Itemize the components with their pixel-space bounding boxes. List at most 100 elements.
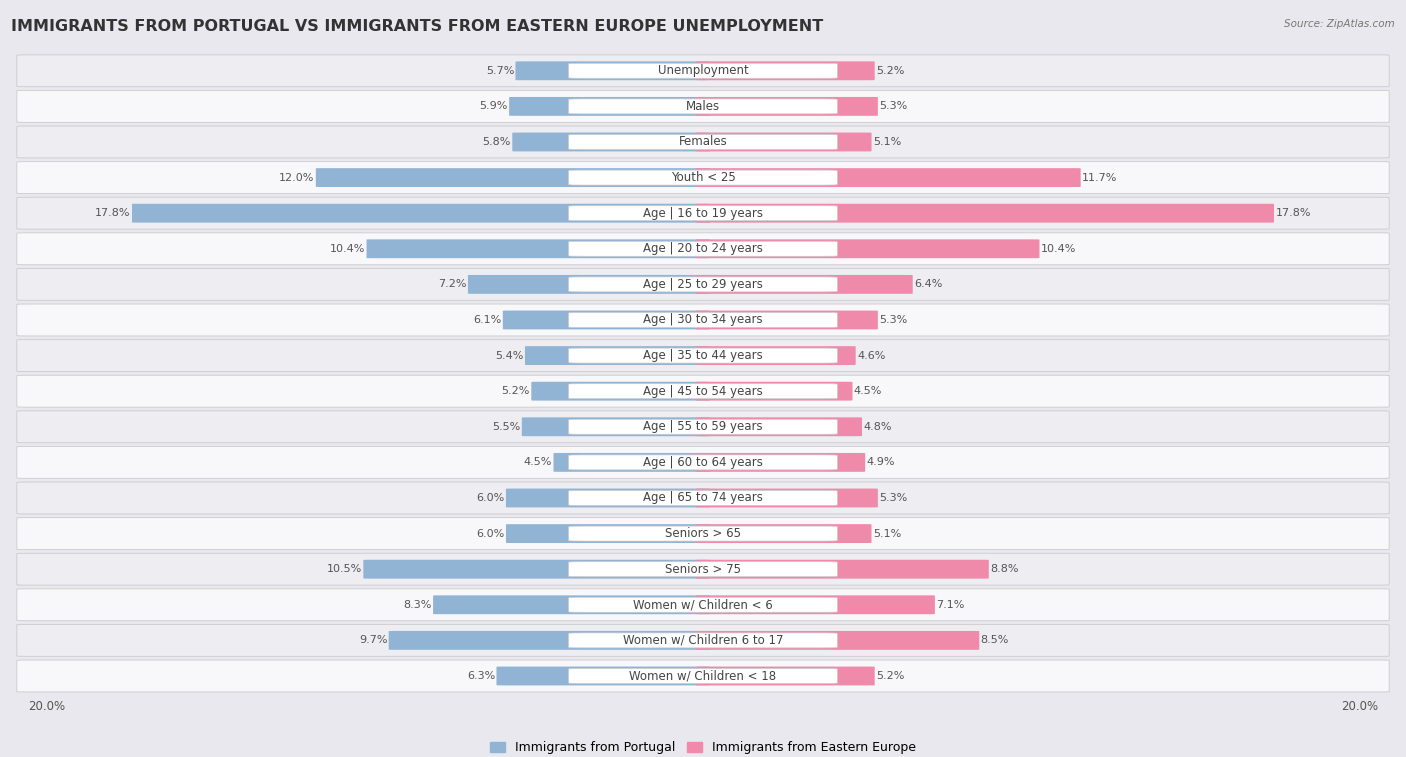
Text: 5.4%: 5.4% <box>495 350 523 360</box>
Text: Age | 45 to 54 years: Age | 45 to 54 years <box>643 385 763 397</box>
FancyBboxPatch shape <box>17 482 1389 514</box>
FancyBboxPatch shape <box>568 277 838 292</box>
Text: 5.3%: 5.3% <box>879 101 907 111</box>
Text: Youth < 25: Youth < 25 <box>671 171 735 184</box>
FancyBboxPatch shape <box>568 419 838 435</box>
FancyBboxPatch shape <box>696 204 1274 223</box>
FancyBboxPatch shape <box>503 310 710 329</box>
FancyBboxPatch shape <box>696 168 1081 187</box>
FancyBboxPatch shape <box>531 382 710 400</box>
Text: 6.0%: 6.0% <box>477 528 505 538</box>
Text: 6.4%: 6.4% <box>914 279 942 289</box>
FancyBboxPatch shape <box>17 660 1389 692</box>
Text: 5.1%: 5.1% <box>873 528 901 538</box>
FancyBboxPatch shape <box>17 233 1389 265</box>
FancyBboxPatch shape <box>696 275 912 294</box>
Text: Women w/ Children < 6: Women w/ Children < 6 <box>633 598 773 612</box>
FancyBboxPatch shape <box>568 455 838 470</box>
FancyBboxPatch shape <box>568 241 838 257</box>
FancyBboxPatch shape <box>17 198 1389 229</box>
FancyBboxPatch shape <box>568 348 838 363</box>
Text: 5.8%: 5.8% <box>482 137 510 147</box>
FancyBboxPatch shape <box>696 524 872 543</box>
FancyBboxPatch shape <box>568 597 838 612</box>
Text: 4.6%: 4.6% <box>858 350 886 360</box>
FancyBboxPatch shape <box>509 97 710 116</box>
FancyBboxPatch shape <box>516 61 710 80</box>
Text: 5.1%: 5.1% <box>873 137 901 147</box>
Text: 8.5%: 8.5% <box>980 635 1010 646</box>
FancyBboxPatch shape <box>568 313 838 328</box>
Text: Age | 20 to 24 years: Age | 20 to 24 years <box>643 242 763 255</box>
FancyBboxPatch shape <box>506 488 710 507</box>
FancyBboxPatch shape <box>506 524 710 543</box>
Text: 5.2%: 5.2% <box>502 386 530 396</box>
FancyBboxPatch shape <box>568 562 838 577</box>
Text: 10.4%: 10.4% <box>330 244 366 254</box>
Text: 6.0%: 6.0% <box>477 493 505 503</box>
Text: 8.3%: 8.3% <box>404 600 432 610</box>
FancyBboxPatch shape <box>696 595 935 614</box>
FancyBboxPatch shape <box>568 170 838 185</box>
Text: Females: Females <box>679 136 727 148</box>
FancyBboxPatch shape <box>696 559 988 578</box>
Text: Seniors > 75: Seniors > 75 <box>665 562 741 575</box>
FancyBboxPatch shape <box>468 275 710 294</box>
FancyBboxPatch shape <box>696 417 862 436</box>
FancyBboxPatch shape <box>496 667 710 685</box>
FancyBboxPatch shape <box>367 239 710 258</box>
Text: 17.8%: 17.8% <box>96 208 131 218</box>
FancyBboxPatch shape <box>17 518 1389 550</box>
FancyBboxPatch shape <box>17 375 1389 407</box>
FancyBboxPatch shape <box>524 346 710 365</box>
FancyBboxPatch shape <box>388 631 710 650</box>
Text: 4.5%: 4.5% <box>853 386 882 396</box>
Text: Age | 65 to 74 years: Age | 65 to 74 years <box>643 491 763 504</box>
FancyBboxPatch shape <box>696 310 877 329</box>
FancyBboxPatch shape <box>696 346 856 365</box>
Text: 5.7%: 5.7% <box>485 66 515 76</box>
Text: 5.2%: 5.2% <box>876 66 904 76</box>
FancyBboxPatch shape <box>568 633 838 648</box>
Text: 9.7%: 9.7% <box>359 635 387 646</box>
Text: Males: Males <box>686 100 720 113</box>
FancyBboxPatch shape <box>17 340 1389 372</box>
FancyBboxPatch shape <box>568 668 838 684</box>
FancyBboxPatch shape <box>568 206 838 220</box>
FancyBboxPatch shape <box>316 168 710 187</box>
FancyBboxPatch shape <box>696 382 852 400</box>
Text: 5.5%: 5.5% <box>492 422 520 431</box>
FancyBboxPatch shape <box>17 553 1389 585</box>
Text: 20.0%: 20.0% <box>1341 699 1378 713</box>
Text: Age | 60 to 64 years: Age | 60 to 64 years <box>643 456 763 469</box>
Text: 20.0%: 20.0% <box>28 699 65 713</box>
Text: 6.1%: 6.1% <box>474 315 502 325</box>
FancyBboxPatch shape <box>17 126 1389 158</box>
Text: Seniors > 65: Seniors > 65 <box>665 527 741 540</box>
Legend: Immigrants from Portugal, Immigrants from Eastern Europe: Immigrants from Portugal, Immigrants fro… <box>486 737 920 757</box>
FancyBboxPatch shape <box>696 61 875 80</box>
Text: 4.9%: 4.9% <box>866 457 896 467</box>
FancyBboxPatch shape <box>433 595 710 614</box>
Text: 7.2%: 7.2% <box>439 279 467 289</box>
FancyBboxPatch shape <box>554 453 710 472</box>
FancyBboxPatch shape <box>512 132 710 151</box>
FancyBboxPatch shape <box>568 384 838 399</box>
FancyBboxPatch shape <box>696 239 1039 258</box>
FancyBboxPatch shape <box>568 99 838 114</box>
Text: Source: ZipAtlas.com: Source: ZipAtlas.com <box>1284 19 1395 29</box>
FancyBboxPatch shape <box>17 162 1389 194</box>
Text: 10.4%: 10.4% <box>1040 244 1076 254</box>
FancyBboxPatch shape <box>132 204 710 223</box>
Text: 5.9%: 5.9% <box>479 101 508 111</box>
Text: Age | 55 to 59 years: Age | 55 to 59 years <box>643 420 763 433</box>
FancyBboxPatch shape <box>17 55 1389 87</box>
Text: 5.3%: 5.3% <box>879 315 907 325</box>
Text: Age | 16 to 19 years: Age | 16 to 19 years <box>643 207 763 220</box>
FancyBboxPatch shape <box>363 559 710 578</box>
Text: Women w/ Children 6 to 17: Women w/ Children 6 to 17 <box>623 634 783 647</box>
Text: 5.3%: 5.3% <box>879 493 907 503</box>
Text: 6.3%: 6.3% <box>467 671 495 681</box>
FancyBboxPatch shape <box>696 453 865 472</box>
FancyBboxPatch shape <box>17 447 1389 478</box>
